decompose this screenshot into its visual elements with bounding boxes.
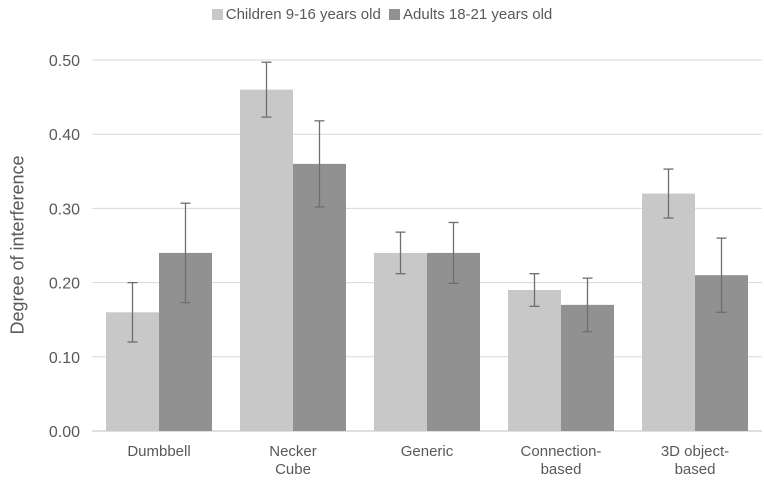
- legend-label-adults: Adults 18-21 years old: [403, 6, 553, 23]
- legend-item-children: Children 9-16 years old: [211, 6, 381, 23]
- y-tick-label: 0.00: [49, 424, 80, 441]
- x-tick-label: Generic: [401, 443, 454, 460]
- legend-swatch-children: [211, 9, 223, 20]
- y-tick-label: 0.50: [49, 53, 80, 70]
- legend-swatch-adults: [389, 9, 400, 20]
- y-tick-label: 0.30: [49, 201, 80, 218]
- bar-children: [508, 290, 561, 431]
- legend: Children 9-16 years old Adults 18-21 yea…: [0, 6, 764, 23]
- bar-children: [642, 193, 695, 431]
- y-tick-label: 0.10: [49, 350, 80, 367]
- bar-adults: [293, 163, 346, 431]
- x-tick-label: Connection-based: [521, 443, 602, 478]
- y-tick-label: 0.20: [49, 276, 80, 293]
- bar-children: [240, 89, 293, 432]
- bar-children: [374, 252, 427, 431]
- x-tick-label: Necker Cube: [269, 443, 317, 478]
- y-tick-label: 0.40: [49, 127, 80, 144]
- legend-label-children: Children 9-16 years old: [225, 6, 381, 23]
- x-tick-label: Dumbbell: [127, 443, 190, 460]
- x-tick-label: 3D object-based: [661, 443, 729, 478]
- legend-item-adults: Adults 18-21 years old: [389, 6, 552, 23]
